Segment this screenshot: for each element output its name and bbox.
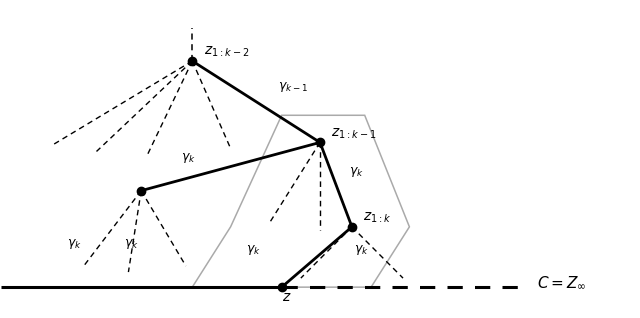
- Text: $\gamma_k$: $\gamma_k$: [354, 243, 369, 257]
- Text: $z_{1:k-2}$: $z_{1:k-2}$: [204, 44, 249, 59]
- Text: $\gamma_{k-1}$: $\gamma_{k-1}$: [278, 80, 308, 94]
- Text: $C = Z_{\infty}$: $C = Z_{\infty}$: [537, 274, 587, 291]
- Text: $z_{1:k}$: $z_{1:k}$: [364, 211, 392, 225]
- Text: $\gamma_k$: $\gamma_k$: [67, 237, 81, 251]
- Text: $\gamma_k$: $\gamma_k$: [180, 151, 195, 165]
- Text: $\gamma_k$: $\gamma_k$: [124, 237, 139, 251]
- Text: $z_{1:k-1}$: $z_{1:k-1}$: [332, 127, 377, 141]
- Text: $\gamma_k$: $\gamma_k$: [349, 165, 364, 179]
- Text: $z$: $z$: [282, 290, 291, 304]
- Text: $\gamma_k$: $\gamma_k$: [246, 243, 260, 257]
